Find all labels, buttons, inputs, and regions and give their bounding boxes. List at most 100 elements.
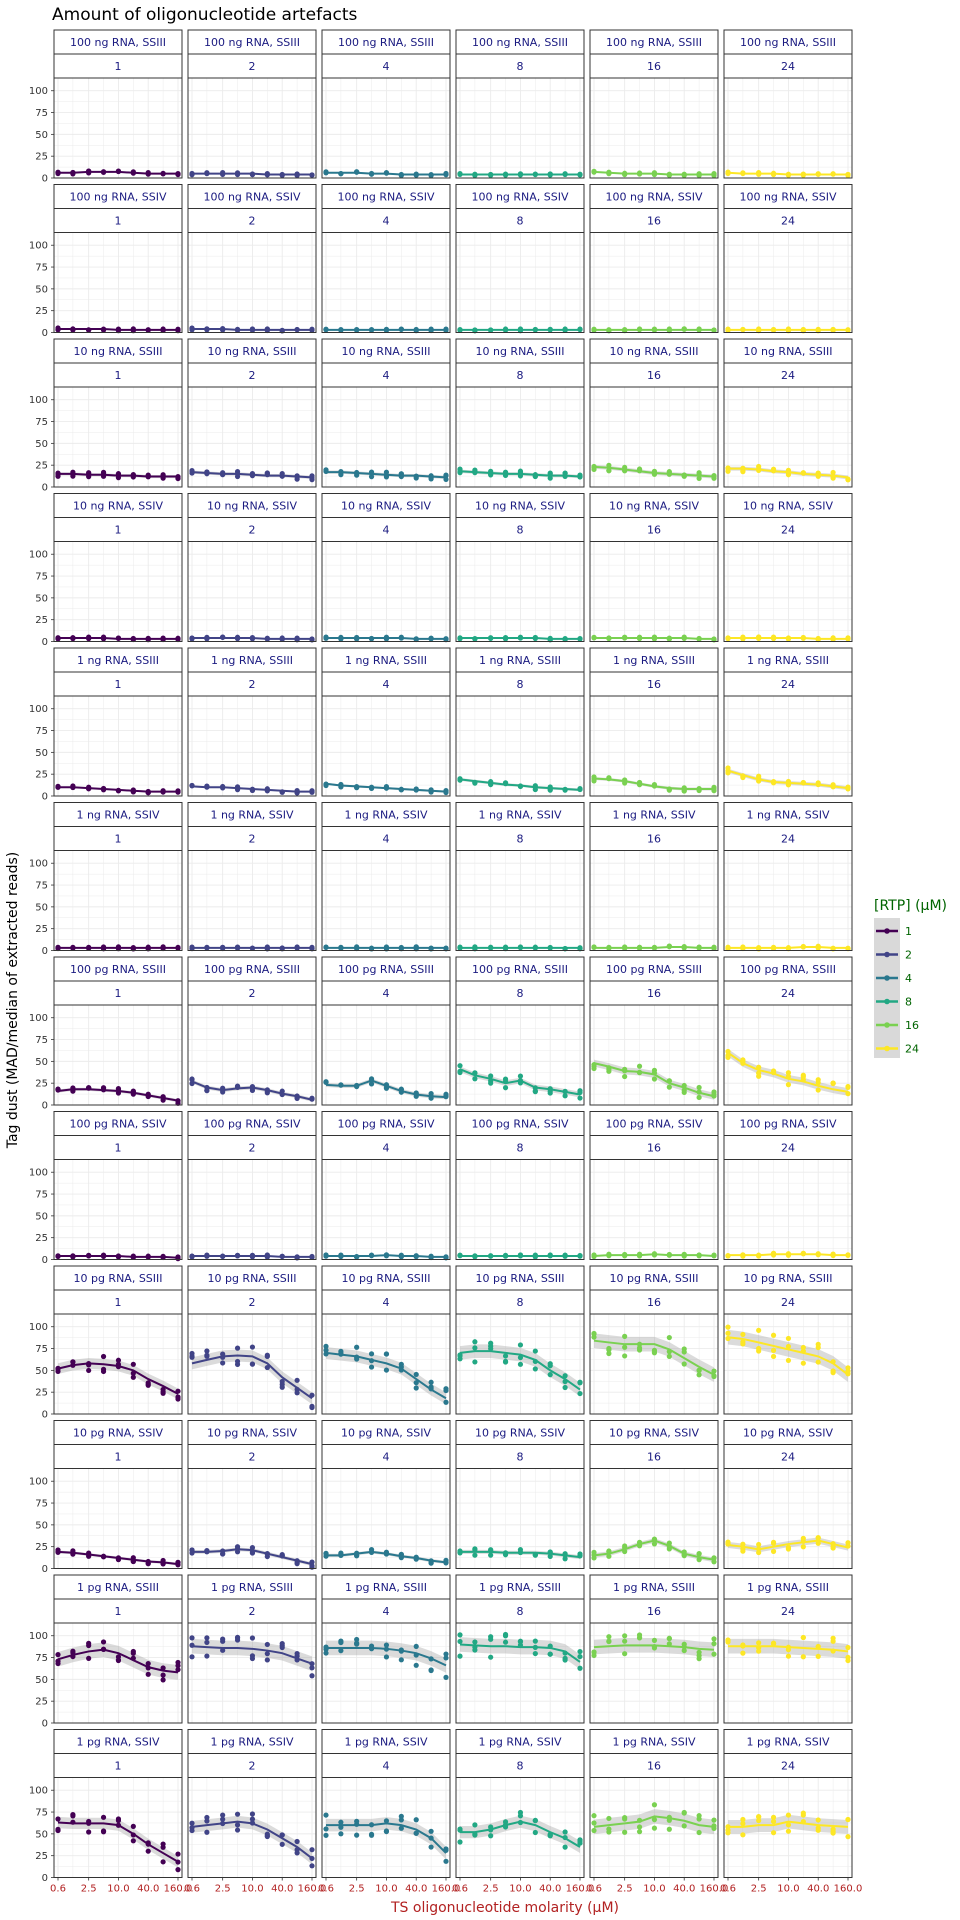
- data-point: [770, 1539, 777, 1545]
- trend-line: [325, 1351, 447, 1400]
- strip-col-label: 1: [115, 215, 122, 228]
- strip-col-label: 4: [383, 1451, 390, 1464]
- panel-border: [589, 1622, 719, 1724]
- data-point: [785, 1343, 792, 1350]
- y-tick-label: 100: [29, 859, 48, 870]
- data-point: [413, 1643, 419, 1650]
- strip-col-label: 8: [517, 524, 524, 537]
- strip-row-label: 100 pg RNA, SSIV: [605, 1118, 703, 1131]
- trend-line: [192, 637, 312, 640]
- strip-row-label-box: [53, 1111, 183, 1136]
- strip-row-label: 1 pg RNA, SSIII: [479, 1581, 561, 1594]
- strip-col-label-box: [723, 1135, 853, 1160]
- strip-col-label: 4: [383, 1142, 390, 1155]
- legend-key-point: [884, 1022, 890, 1028]
- data-point: [815, 1359, 821, 1365]
- data-point: [309, 1673, 315, 1679]
- data-point: [189, 1827, 195, 1834]
- strip-col-label-box: [53, 1289, 183, 1315]
- facet-panel: 10 ng RNA, SSIII 8: [455, 338, 585, 488]
- strip-row-label: 100 ng RNA, SSIV: [337, 191, 435, 204]
- strip-row-label-box: [187, 1420, 317, 1445]
- x-tick-label: 10.0: [777, 1884, 799, 1895]
- facet-panel: 1 pg RNA, SSIV 1 0.6 2.5 10.0 40.0 160.0: [50, 1729, 192, 1895]
- data-point: [547, 1553, 553, 1559]
- data-point: [785, 1082, 792, 1088]
- strip-col-label: 8: [517, 1296, 524, 1309]
- panel-border: [187, 386, 317, 488]
- strip-row-label-box: [723, 1729, 853, 1754]
- data-point: [651, 1637, 658, 1643]
- panel-border: [321, 850, 451, 951]
- strip-col-label-box: [589, 517, 719, 542]
- strip-col-label-box: [53, 1444, 183, 1469]
- strip-col-label: 4: [383, 369, 390, 382]
- trend-line: [593, 1062, 715, 1098]
- data-point: [845, 1644, 851, 1651]
- strip-row-label: 1 pg RNA, SSIII: [211, 1581, 293, 1594]
- trend-line: [191, 1820, 313, 1860]
- strip-row-label-box: [723, 338, 853, 364]
- facet-panel: 100 ng RNA, SSIV 16: [589, 184, 719, 334]
- panel-border: [455, 386, 585, 488]
- data-point: [636, 1824, 643, 1830]
- strip-col-label: 24: [781, 833, 795, 846]
- data-point: [249, 1087, 256, 1094]
- strip-col-label: 4: [383, 1296, 390, 1309]
- strip-col-label-box: [321, 1753, 451, 1778]
- strip-col-label: 24: [781, 1451, 795, 1464]
- panel-border: [589, 1313, 719, 1415]
- data-point: [443, 1386, 449, 1392]
- data-point: [651, 1076, 658, 1082]
- data-point: [651, 1825, 658, 1831]
- data-point: [681, 1809, 687, 1816]
- data-point: [428, 1844, 434, 1850]
- facet-panel: 100 ng RNA, SSIII 24: [723, 29, 853, 179]
- data-point: [696, 470, 702, 476]
- strip-col-label-box: [187, 208, 317, 233]
- data-point: [770, 1548, 777, 1554]
- confidence-band: [192, 1349, 312, 1405]
- facet-panel: 10 pg RNA, SSIV 1: [53, 1420, 183, 1569]
- data-point: [622, 1344, 628, 1350]
- strip-col-label: 8: [517, 1142, 524, 1155]
- data-point: [711, 1636, 717, 1642]
- data-point: [651, 1817, 658, 1823]
- strip-col-label-box: [723, 208, 853, 233]
- strip-row-label-box: [589, 1420, 719, 1445]
- trend-line: [727, 769, 849, 790]
- data-point: [800, 1074, 806, 1080]
- panel-border: [53, 1313, 183, 1415]
- y-tick-label: 25: [35, 615, 48, 626]
- strip-col-label-box: [53, 517, 183, 542]
- strip-col-label-box: [589, 362, 719, 388]
- data-point: [234, 1637, 241, 1643]
- strip-col-label-box: [589, 980, 719, 1006]
- strip-col-label: 4: [383, 987, 390, 1000]
- confidence-band: [326, 1817, 446, 1860]
- panel-border: [53, 1468, 183, 1569]
- data-point: [264, 1657, 270, 1663]
- strip-col-label-box: [455, 1753, 585, 1778]
- data-point: [488, 1073, 494, 1079]
- data-point: [591, 1555, 597, 1561]
- strip-col-label: 8: [517, 987, 524, 1000]
- x-tick-label: 40.0: [807, 1884, 829, 1895]
- data-point: [368, 1547, 375, 1553]
- y-tick-label: 25: [35, 1079, 48, 1090]
- data-point: [488, 1654, 494, 1660]
- facet-panel: 10 ng RNA, SSIII 2: [187, 338, 317, 488]
- panel-border: [321, 1468, 451, 1569]
- panel-border: [589, 1004, 719, 1106]
- data-point: [204, 1635, 210, 1641]
- strip-col-label: 1: [115, 1760, 122, 1773]
- data-point: [100, 469, 107, 475]
- x-tick-label: 40.0: [405, 1884, 427, 1895]
- panel-border: [455, 1004, 585, 1106]
- data-point: [309, 1665, 315, 1671]
- data-point: [457, 1353, 463, 1359]
- strip-row-label: 10 ng RNA, SSIV: [341, 500, 432, 513]
- data-point: [711, 1641, 717, 1647]
- data-point: [606, 1553, 612, 1559]
